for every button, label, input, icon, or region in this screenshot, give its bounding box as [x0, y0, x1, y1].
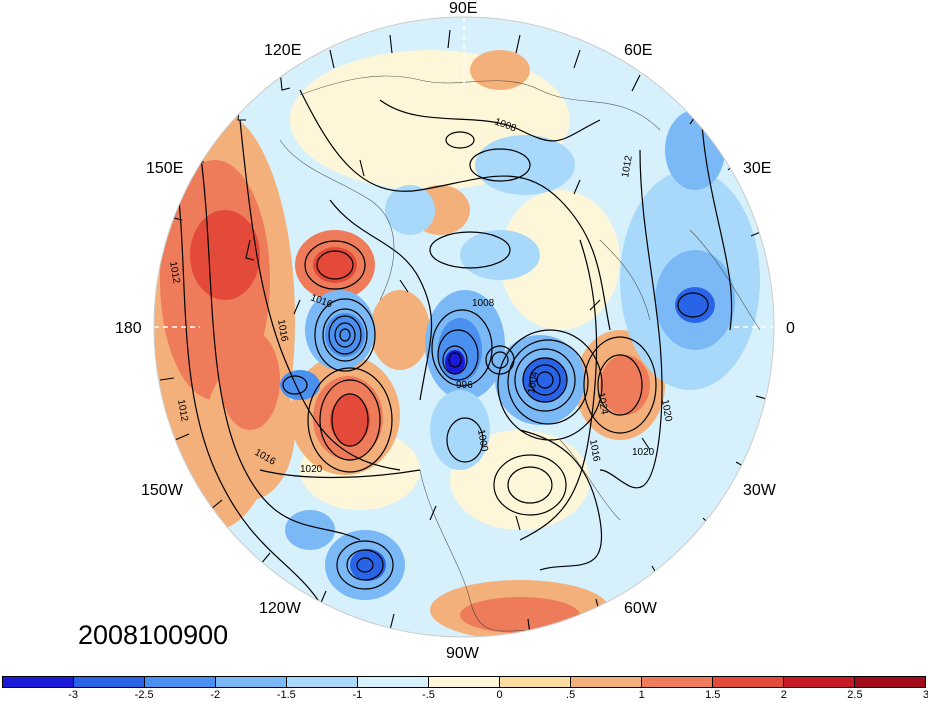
colorbar-segment	[784, 677, 855, 687]
lon-label-90e: 90E	[449, 0, 478, 17]
lon-label-30e: 30E	[743, 160, 772, 177]
colorbar-segment	[500, 677, 571, 687]
lon-label-30w: 30W	[743, 482, 776, 499]
colorbar-tick-label: 1.5	[705, 689, 721, 701]
colorbar-tick-label: 0	[496, 689, 503, 701]
colorbar-tick-label: 1	[638, 689, 645, 701]
lon-label-120e: 120E	[264, 42, 302, 59]
colorbar-segment	[3, 677, 74, 687]
colorbar-segment	[642, 677, 713, 687]
colorbar-segment	[74, 677, 145, 687]
lon-label-120w: 120W	[259, 600, 301, 617]
graticule	[154, 17, 774, 328]
lon-label-90w: 90W	[446, 645, 479, 662]
colorbar-tick-label: .5	[566, 689, 576, 701]
colorbar-tick-label: 2.5	[847, 689, 863, 701]
colorbar-tick-label: -1	[352, 689, 363, 701]
colorbar-segment	[358, 677, 429, 687]
lon-label-0: 0	[786, 320, 795, 337]
colorbar-tick-label: -3	[68, 689, 78, 701]
lon-label-60e: 60E	[624, 42, 653, 59]
colorbar-segment	[145, 677, 216, 687]
colorbar-tick-label: -1.5	[276, 689, 296, 701]
colorbar-segment	[571, 677, 642, 687]
lon-label-180: 180	[115, 320, 142, 337]
colorbar-tick-label: 2	[780, 689, 787, 701]
pressure-contours	[174, 79, 733, 621]
colorbar-segment	[287, 677, 358, 687]
colorbar	[2, 676, 926, 688]
lon-label-150w: 150W	[141, 482, 183, 499]
coastlines	[279, 75, 761, 632]
lon-label-60w: 60W	[624, 600, 657, 617]
colorbar-segment	[216, 677, 287, 687]
date-label: 2008100900	[78, 620, 229, 650]
colorbar-tick-label: -2.5	[134, 689, 154, 701]
colorbar-tick-label: -.5	[422, 689, 435, 701]
colorbar-tick-label: -2	[210, 689, 221, 701]
colorbar-segment	[855, 677, 925, 687]
colorbar-tick-label: 3	[922, 689, 928, 701]
lon-label-150e: 150E	[146, 160, 184, 177]
colorbar-segment	[429, 677, 500, 687]
colorbar-segment	[713, 677, 784, 687]
